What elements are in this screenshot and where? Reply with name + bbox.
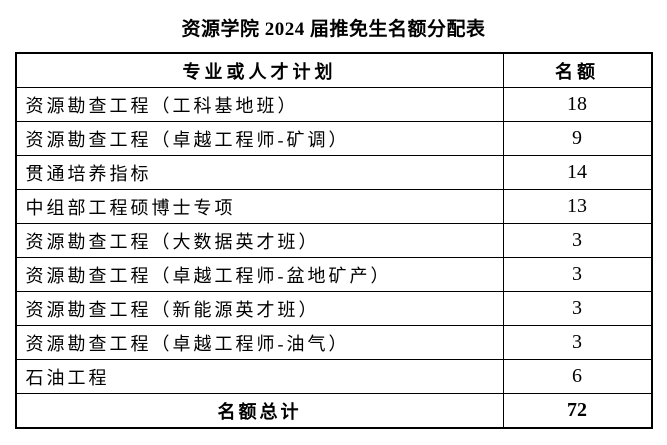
quota-cell: 18 xyxy=(502,87,653,122)
table-row: 资源勘查工程（工科基地班） 18 xyxy=(15,87,653,122)
program-cell: 贯通培养指标 xyxy=(15,155,504,190)
quota-cell: 14 xyxy=(502,155,653,190)
table-row: 贯通培养指标 14 xyxy=(15,155,653,190)
program-cell: 资源勘查工程（工科基地班） xyxy=(15,87,504,122)
quota-cell: 3 xyxy=(502,223,653,258)
page-title: 资源学院 2024 届推免生名额分配表 xyxy=(181,19,486,40)
total-label: 名额总计 xyxy=(15,393,504,429)
table-row: 资源勘查工程（大数据英才班） 3 xyxy=(15,223,653,258)
program-cell: 资源勘查工程（卓越工程师-矿调） xyxy=(15,121,504,156)
quota-cell: 9 xyxy=(502,121,653,156)
program-cell: 资源勘查工程（大数据英才班） xyxy=(15,223,504,258)
program-cell: 石油工程 xyxy=(15,359,504,394)
quota-cell: 3 xyxy=(502,325,653,360)
table-row: 资源勘查工程（卓越工程师-盆地矿产） 3 xyxy=(15,257,653,292)
quota-cell: 6 xyxy=(502,359,653,394)
quota-allocation-table: 专业或人才计划 名额 资源勘查工程（工科基地班） 18 资源勘查工程（卓越工程师-矿… xyxy=(14,52,653,429)
quota-cell: 3 xyxy=(502,291,653,326)
column-header-program: 专业或人才计划 xyxy=(15,52,504,88)
table-row: 中组部工程硕博士专项 13 xyxy=(15,189,653,224)
quota-cell: 3 xyxy=(502,257,653,292)
program-cell: 资源勘查工程（卓越工程师-盆地矿产） xyxy=(15,257,504,292)
total-row: 名额总计 72 xyxy=(15,393,653,429)
table-row: 资源勘查工程（新能源英才班） 3 xyxy=(15,291,653,326)
table-row: 石油工程 6 xyxy=(15,359,653,394)
program-cell: 中组部工程硕博士专项 xyxy=(15,189,504,224)
table-row: 资源勘查工程（卓越工程师-油气） 3 xyxy=(15,325,653,360)
quota-cell: 13 xyxy=(502,189,653,224)
table-header-row: 专业或人才计划 名额 xyxy=(15,52,653,88)
column-header-quota: 名额 xyxy=(502,52,653,88)
table-body: 资源勘查工程（工科基地班） 18 资源勘查工程（卓越工程师-矿调） 9 贯通培养指标 14… xyxy=(15,87,653,394)
program-cell: 资源勘查工程（新能源英才班） xyxy=(15,291,504,326)
table-row: 资源勘查工程（卓越工程师-矿调） 9 xyxy=(15,121,653,156)
total-value: 72 xyxy=(502,393,653,429)
program-cell: 资源勘查工程（卓越工程师-油气） xyxy=(15,325,504,360)
